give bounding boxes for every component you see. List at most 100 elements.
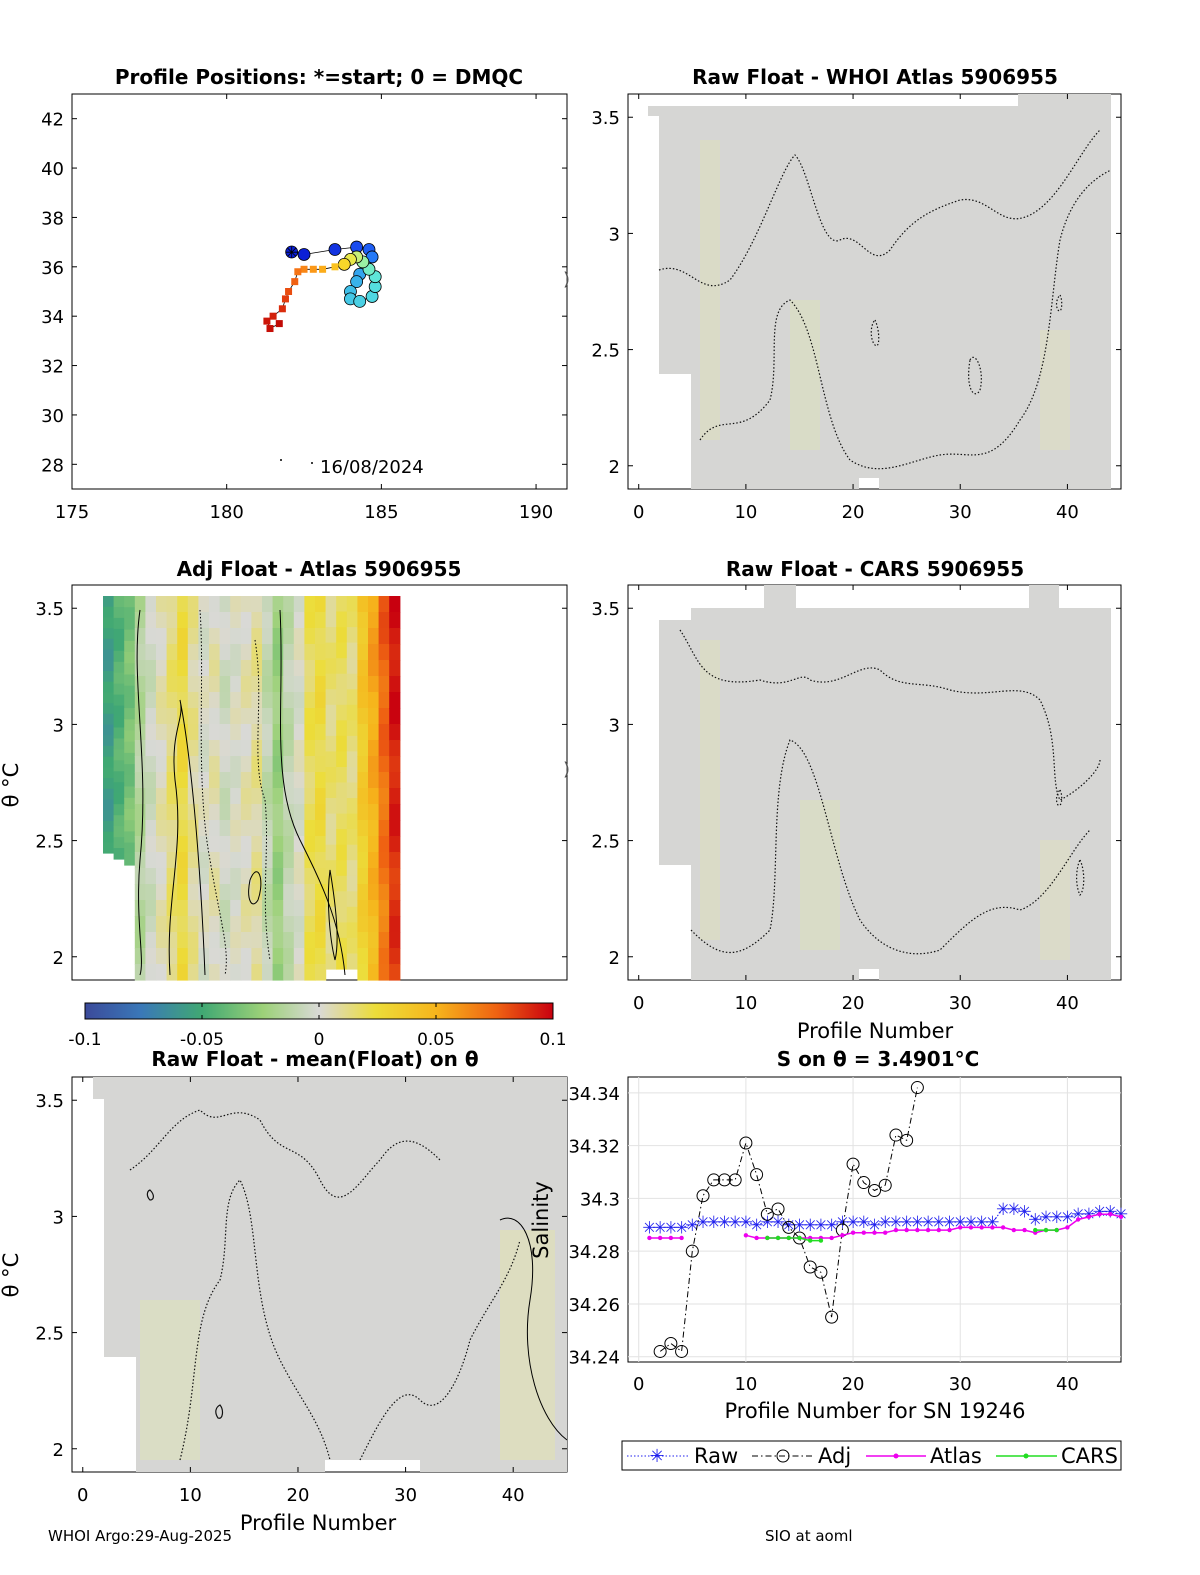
heatmap-cell [156, 708, 168, 725]
heatmap-cell [325, 844, 337, 861]
atlas-point [947, 1227, 952, 1233]
raw-point: ✳ [1050, 1208, 1064, 1228]
raw-point: ✳ [825, 1216, 839, 1236]
heatmap-cell [251, 820, 263, 837]
raw-mean-panel: Raw Float - mean(Float) on θ 0 10 20 30 40 2 2… [0, 1047, 568, 1535]
adj-atlas-ticks: 2 2.5 3 3.5 [35, 599, 567, 969]
cars-point [1043, 1227, 1049, 1233]
heatmap-cell [346, 860, 358, 877]
raw-point: ✳ [1060, 1208, 1074, 1228]
heatmap-cell [177, 692, 189, 709]
atlas-point [1108, 1212, 1113, 1217]
heatmap-cell [113, 650, 125, 663]
heatmap-cell [219, 788, 231, 805]
heatmap-cell [177, 740, 189, 757]
heatmap-cell [283, 836, 295, 853]
x-tick-label: 40 [502, 1485, 525, 1506]
dot-marker [1023, 1453, 1029, 1459]
raw-point: ✳ [857, 1213, 871, 1233]
heatmap-cell [293, 644, 305, 661]
heatmap-cell [368, 900, 380, 917]
heatmap-cell [219, 740, 231, 757]
heatmap-cell [378, 884, 390, 901]
adj-point [675, 1344, 689, 1358]
legend-entry-raw: ✳ Raw [627, 1444, 738, 1468]
heatmap-cell [251, 644, 263, 661]
heatmap-cell [251, 948, 263, 965]
heatmap-cell [209, 788, 221, 805]
heatmap-cell [357, 692, 369, 709]
heatmap-cell [198, 900, 210, 917]
heatmap-cell [304, 932, 316, 949]
heatmap-cell [187, 708, 199, 725]
heatmap-cell [187, 644, 199, 661]
heatmap-cell [124, 741, 136, 754]
heatmap-cell [124, 730, 136, 743]
heatmap-cell [219, 852, 231, 869]
heatmap-cell [240, 692, 252, 709]
heatmap-cell [113, 716, 125, 729]
heatmap-cell [368, 660, 380, 677]
heatmap-cell [304, 628, 316, 645]
heatmap-cell [346, 922, 358, 939]
heatmap-cell [124, 831, 136, 844]
heatmap-cell [304, 884, 316, 901]
raw-point: ✳ [685, 1216, 699, 1236]
heatmap-cell [378, 948, 390, 965]
heatmap-cell [124, 596, 136, 608]
heatmap-cell [357, 852, 369, 869]
heatmap-cell [346, 642, 358, 659]
heatmap-cell [240, 836, 252, 853]
heatmap-cell [230, 964, 242, 981]
heatmap-cell [209, 628, 221, 645]
atlas-point [958, 1225, 963, 1230]
atlas-point [829, 1235, 834, 1241]
x-tick-label: 30 [949, 502, 972, 523]
cars-point [1033, 1227, 1038, 1233]
heatmap-cell [124, 607, 136, 619]
heatmap-cell [103, 713, 115, 726]
heatmap-cell [177, 932, 189, 949]
heatmap-cell [166, 644, 178, 661]
cars-point [1054, 1227, 1059, 1233]
track-circle-marker [297, 248, 311, 261]
heatmap-cell [325, 704, 337, 721]
heatmap-cell [346, 767, 358, 784]
heatmap-cell [103, 788, 115, 801]
heatmap-cell [145, 868, 157, 885]
heatmap-cell [156, 804, 168, 821]
raw-atlas-contour [658, 129, 1101, 287]
heatmap-cell [230, 836, 242, 853]
heatmap-cell [156, 932, 168, 949]
heatmap-cell [156, 612, 168, 629]
heatmap-cell [209, 852, 221, 869]
adj-point [878, 1178, 892, 1192]
heatmap-cell [357, 676, 369, 693]
heatmap-cell [240, 948, 252, 965]
positions-title: Profile Positions: *=start; 0 = DMQC [115, 65, 523, 89]
x-tick-label: 0 [633, 993, 644, 1014]
atlas-point [668, 1235, 674, 1241]
heatmap-cell [368, 852, 380, 869]
heatmap-cell [134, 612, 146, 629]
heatmap-cell [124, 652, 136, 664]
x-tick-label: 0 [633, 502, 644, 523]
track-square-marker [275, 320, 283, 328]
heatmap-cell [262, 708, 274, 725]
raw-point: ✳ [707, 1213, 721, 1233]
atlas-point [893, 1227, 899, 1233]
raw-point: ✳ [889, 1213, 903, 1233]
heatmap-cell [145, 644, 157, 661]
heatmap-cell [230, 756, 242, 773]
y-tick-label: 2 [53, 1440, 64, 1461]
heatmap-cell [103, 671, 115, 683]
heatmap-cell [240, 724, 252, 741]
colorbar-ticks: -0.1 -0.05 0 0.05 0.1 [68, 1003, 567, 1050]
heatmap-cell [113, 760, 125, 772]
heatmap-cell [357, 644, 369, 661]
heatmap-cell [325, 720, 337, 737]
adj-atlas-contour [248, 869, 338, 961]
heatmap-cell [262, 916, 274, 933]
heatmap-cell [293, 900, 305, 917]
heatmap-cell [336, 751, 348, 768]
